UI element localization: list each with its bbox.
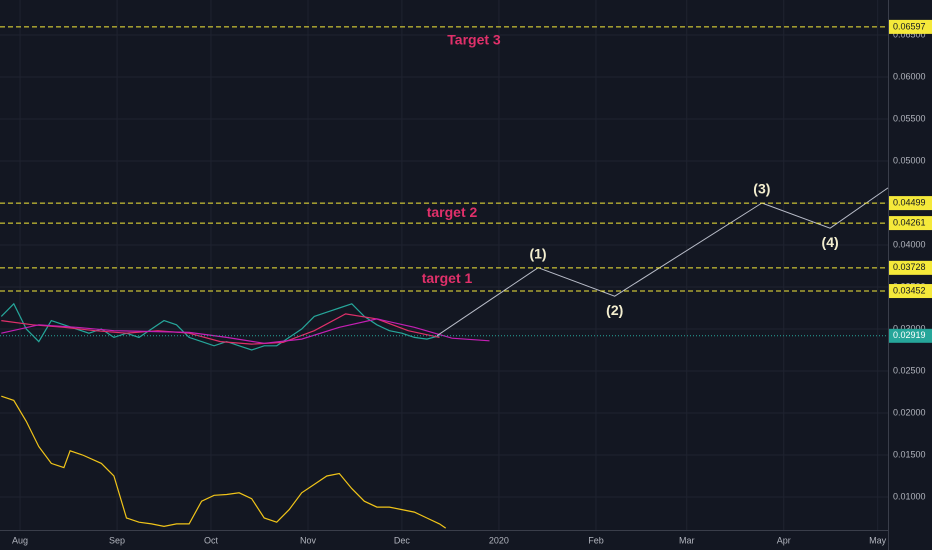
series-line xyxy=(1,313,440,345)
level-price-label: 0.04499 xyxy=(893,197,926,207)
target-annotation: target 2 xyxy=(427,204,478,220)
last-price-label: 0.02919 xyxy=(893,330,926,340)
level-price-box xyxy=(889,19,932,34)
last-price-box xyxy=(889,328,932,343)
level-price-label: 0.06597 xyxy=(893,21,926,31)
series-line xyxy=(1,395,447,529)
y-tick-label: 0.04000 xyxy=(893,239,926,249)
target-annotation: Target 3 xyxy=(447,32,501,48)
wave-label: (4) xyxy=(822,234,839,250)
x-tick-label: Aug xyxy=(12,535,28,545)
x-tick-label: 2020 xyxy=(489,535,509,545)
x-tick-label: Oct xyxy=(204,535,219,545)
projection-line xyxy=(436,187,889,337)
x-tick-label: Sep xyxy=(109,535,125,545)
y-tick-label: 0.01000 xyxy=(893,491,926,501)
y-tick-label: 0.03000 xyxy=(893,323,926,333)
y-tick-label: 0.05000 xyxy=(893,155,926,165)
level-price-label: 0.03728 xyxy=(893,262,926,272)
y-tick-label: 0.02000 xyxy=(893,407,926,417)
y-tick-label: 0.06500 xyxy=(893,29,926,39)
wave-label: (2) xyxy=(606,302,623,318)
wave-label: (3) xyxy=(753,181,770,197)
series-line xyxy=(1,318,490,344)
x-tick-label: Feb xyxy=(588,535,604,545)
x-tick-label: Nov xyxy=(300,535,317,545)
x-tick-label: Apr xyxy=(777,535,791,545)
level-price-box xyxy=(889,216,932,231)
x-tick-label: Mar xyxy=(679,535,695,545)
level-price-label: 0.04261 xyxy=(893,217,926,227)
y-tick-label: 0.01500 xyxy=(893,449,926,459)
level-price-box xyxy=(889,284,932,299)
level-price-box xyxy=(889,260,932,275)
x-tick-label: May xyxy=(869,535,887,545)
level-price-label: 0.03452 xyxy=(893,285,926,295)
y-tick-label: 0.05500 xyxy=(893,113,926,123)
x-tick-label: Dec xyxy=(394,535,411,545)
y-tick-label: 0.02500 xyxy=(893,365,926,375)
wave-label: (1) xyxy=(529,245,546,261)
target-annotation: target 1 xyxy=(422,270,473,286)
level-price-box xyxy=(889,196,932,211)
y-tick-label: 0.06000 xyxy=(893,71,926,81)
